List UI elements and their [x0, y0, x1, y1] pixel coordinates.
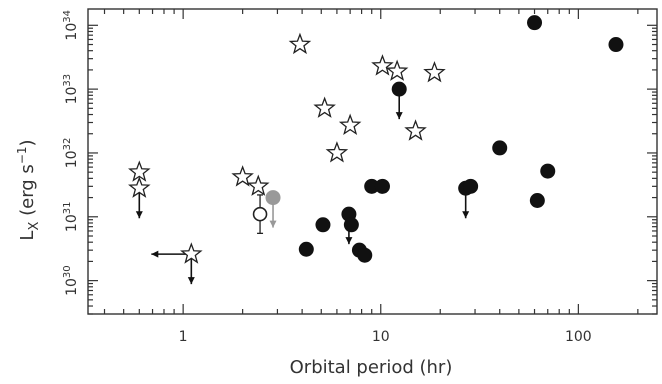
upper-limit-arrow-head [345, 237, 353, 245]
filled-circle-marker [357, 247, 373, 263]
y-tick-label: 1034 [62, 10, 80, 41]
y-axis-title-sup: −1 [15, 146, 29, 164]
y-tick-label: 1030 [62, 265, 80, 296]
filled-circle-marker [463, 178, 479, 194]
filled-circle-marker [364, 178, 380, 194]
open-circle-marker [252, 206, 268, 222]
y-axis-title: LX (erg s−1) [15, 139, 42, 240]
gray-circle-marker [265, 190, 281, 206]
open-star-marker [231, 165, 254, 187]
y-tick-label: 1031 [62, 202, 80, 233]
filled-circle-marker [529, 192, 545, 208]
x-axis-title: Orbital period (hr) [290, 357, 453, 378]
open-star-marker [288, 32, 312, 55]
y-axis-title-units: (erg s [17, 164, 38, 216]
x-tick-label: 1 [179, 329, 188, 345]
open-star-marker [313, 96, 336, 118]
y-axis-title-sub: X [27, 222, 42, 231]
open-star-marker [325, 141, 349, 163]
filled-circle-marker [374, 178, 390, 194]
x-tick-label: 10 [372, 329, 390, 345]
open-star-marker [404, 119, 427, 141]
open-star-marker [128, 160, 151, 182]
y-tick-label: 1032 [62, 138, 80, 169]
open-star-marker [371, 54, 394, 76]
open-star-marker [338, 113, 362, 136]
upper-limit-arrow-head [269, 220, 277, 228]
plot-frame [87, 8, 658, 315]
filled-circle-marker [492, 140, 508, 156]
y-axis-title-main: L [17, 231, 38, 241]
filled-circle-marker [540, 163, 556, 179]
filled-circle-marker [315, 217, 331, 233]
open-star-marker [247, 174, 270, 196]
upper-limit-arrow-head [187, 277, 195, 285]
filled-circle-marker [298, 241, 314, 257]
filled-circle-marker [608, 37, 624, 53]
y-tick-label: 1033 [62, 74, 80, 105]
y-axis-title-close: ) [17, 139, 38, 146]
open-star-marker [385, 59, 409, 81]
open-star-marker [423, 60, 446, 83]
upper-limit-arrow-head [395, 112, 403, 120]
upper-limit-arrow-head [135, 211, 143, 219]
x-tick-label: 100 [565, 329, 592, 345]
filled-circle-marker [343, 217, 359, 233]
filled-circle-marker [391, 81, 407, 97]
open-star-marker [180, 242, 203, 264]
left-limit-arrow-head [151, 250, 159, 258]
filled-circle-marker [527, 15, 543, 31]
open-star-marker [128, 176, 151, 198]
upper-limit-arrow-head [462, 211, 470, 219]
